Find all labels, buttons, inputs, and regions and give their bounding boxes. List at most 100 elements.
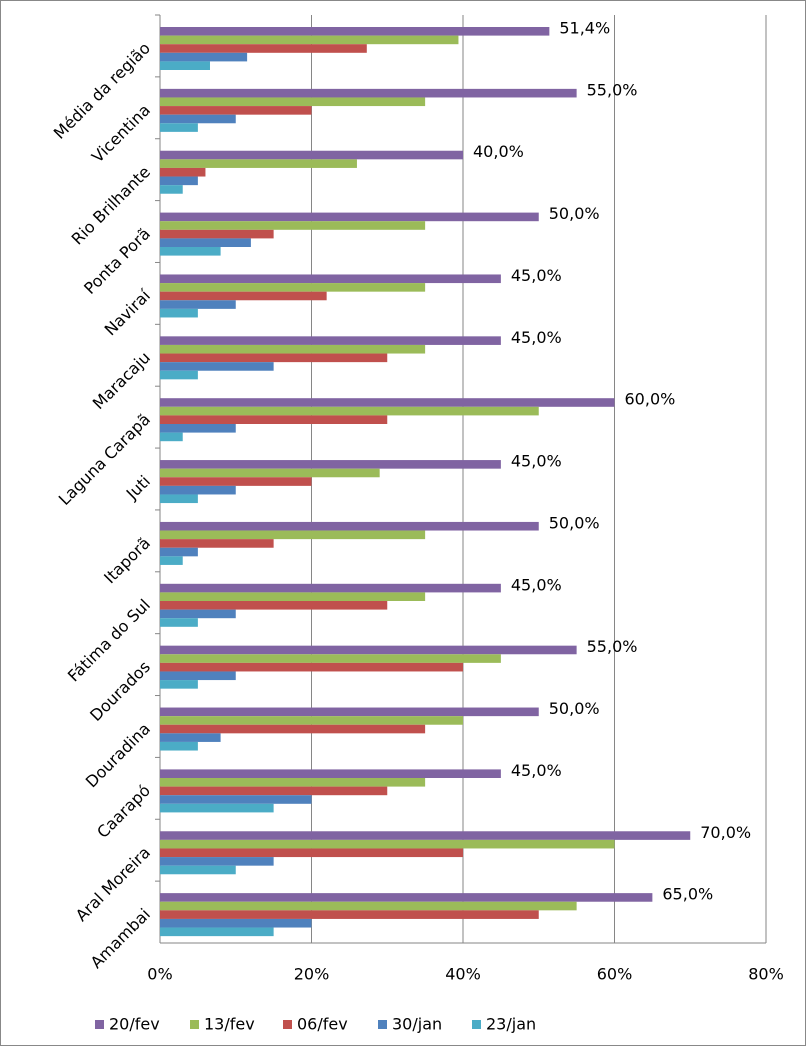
legend-swatch [283, 1020, 292, 1029]
bar [160, 671, 236, 681]
bar [160, 477, 312, 486]
bar [160, 274, 501, 284]
bar [160, 185, 183, 194]
bar [160, 123, 198, 132]
legend-label: 20/fev [109, 1015, 160, 1034]
x-tick-label: 20% [294, 965, 330, 984]
bar [160, 97, 426, 107]
bar [160, 769, 501, 778]
bar [160, 460, 501, 469]
bar [160, 336, 501, 345]
data-label: 70,0% [700, 823, 751, 842]
bar [160, 88, 577, 98]
bar [160, 733, 221, 742]
legend-label: 23/jan [486, 1015, 536, 1034]
bar [160, 398, 615, 407]
bar [160, 539, 274, 548]
bar [160, 114, 236, 124]
bar [160, 468, 380, 478]
legend-swatch [95, 1020, 104, 1029]
bar [160, 857, 274, 866]
bar [160, 662, 463, 672]
bar [160, 618, 198, 627]
bar [160, 415, 388, 424]
data-label: 55,0% [587, 80, 638, 99]
legend-label: 13/fev [204, 1015, 255, 1034]
bar [160, 212, 539, 222]
bar [160, 918, 312, 928]
data-label: 50,0% [549, 699, 600, 718]
bar [160, 831, 691, 840]
bar [160, 724, 426, 734]
bar [160, 927, 274, 937]
legend-label: 30/jan [392, 1015, 442, 1034]
bar [160, 167, 206, 177]
bar [160, 238, 251, 247]
x-tick-label: 60% [597, 965, 633, 984]
bar [160, 547, 198, 557]
data-label: 65,0% [662, 885, 713, 904]
legend-swatch [472, 1020, 481, 1029]
bar [160, 521, 539, 531]
bar [160, 52, 248, 62]
bar [160, 247, 221, 256]
bar [160, 344, 426, 354]
data-label: 45,0% [511, 328, 562, 347]
bar [160, 601, 388, 610]
bar [160, 406, 539, 416]
bar [160, 865, 236, 875]
bar [160, 910, 539, 919]
bar [160, 176, 198, 186]
bar [160, 778, 426, 787]
data-label: 45,0% [511, 575, 562, 594]
data-label: 51,4% [559, 19, 610, 38]
legend-label: 06/fev [297, 1015, 348, 1034]
bar [160, 741, 198, 751]
bar [160, 786, 388, 796]
bar [160, 35, 459, 45]
data-label: 50,0% [549, 204, 600, 223]
bar [160, 61, 210, 70]
bar [160, 839, 615, 849]
data-label: 45,0% [511, 452, 562, 471]
bar [160, 893, 653, 902]
bar [160, 803, 274, 813]
bar [160, 362, 274, 371]
bar [160, 583, 501, 593]
bar [160, 654, 501, 663]
bar [160, 609, 236, 619]
bar [160, 795, 312, 804]
bar [160, 370, 198, 380]
bar [160, 432, 183, 442]
bar [160, 44, 367, 53]
bar [160, 556, 183, 565]
data-label: 55,0% [587, 637, 638, 656]
bar [160, 221, 426, 230]
bar [160, 283, 426, 292]
x-tick-label: 0% [147, 965, 172, 984]
bar [160, 716, 463, 725]
x-tick-label: 80% [748, 965, 784, 984]
x-tick-label: 40% [445, 965, 481, 984]
bar [160, 848, 463, 858]
legend-swatch [378, 1020, 387, 1029]
bar [160, 645, 577, 655]
data-label: 40,0% [473, 142, 524, 161]
data-label: 45,0% [511, 266, 562, 285]
bar [160, 229, 274, 239]
bar [160, 353, 388, 363]
bar [160, 494, 198, 504]
bar [160, 901, 577, 911]
bar [160, 150, 463, 160]
data-label: 45,0% [511, 761, 562, 780]
bar [160, 106, 312, 115]
bar [160, 159, 357, 168]
bar [160, 424, 236, 433]
bar [160, 291, 327, 301]
bar [160, 530, 426, 540]
bar [160, 27, 550, 36]
data-label: 60,0% [625, 390, 676, 409]
bar [160, 707, 539, 717]
bar [160, 485, 236, 495]
